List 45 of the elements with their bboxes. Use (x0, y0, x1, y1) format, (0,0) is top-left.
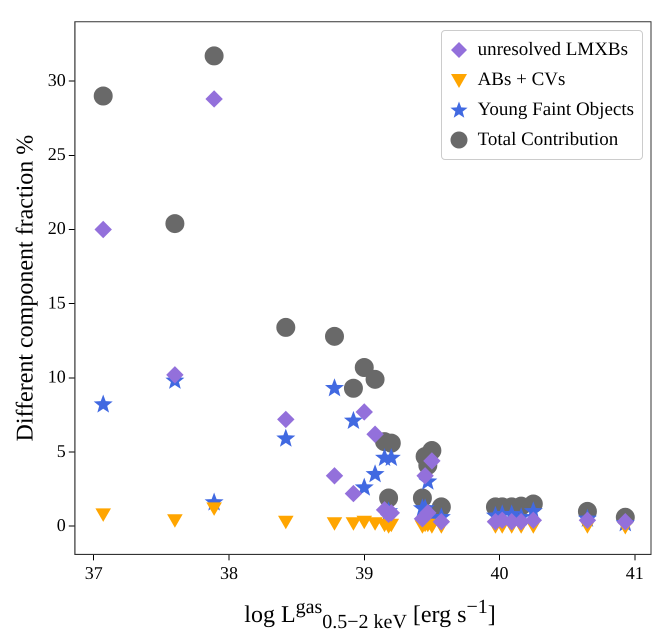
x-tick-label: 38 (220, 562, 238, 583)
y-tick-label: 25 (48, 144, 66, 164)
point (165, 214, 184, 234)
point (324, 326, 344, 346)
x-tick-label: 40 (490, 562, 509, 583)
point (524, 512, 542, 529)
point (344, 410, 363, 429)
y-tick-label: 0 (56, 514, 66, 535)
legend-label: Young Faint Objects (478, 98, 634, 121)
x-tick-label: 39 (355, 562, 374, 583)
point (324, 378, 344, 396)
point (578, 512, 596, 529)
y-axis-title: Different component fraction % (12, 134, 39, 442)
point (94, 221, 112, 238)
x-axis-title: log L$^{gas}$$_{0.5−2 keV}$ [erg s$^{−1}$] (243, 596, 497, 634)
x-tick-label: 37 (84, 562, 103, 583)
point (423, 452, 440, 470)
legend-label: ABs + CVs (478, 68, 566, 91)
legend-label: unresolved LMXBs (478, 38, 628, 61)
point (366, 426, 384, 443)
legend-label: Total Contribution (478, 128, 618, 151)
y-tick-label: 15 (48, 292, 66, 312)
point (344, 485, 362, 502)
point (416, 467, 434, 484)
point (366, 370, 385, 389)
point (166, 366, 184, 384)
point (204, 46, 224, 66)
point (276, 428, 296, 447)
point (277, 410, 294, 428)
y-tick-label: 20 (48, 218, 66, 238)
point (354, 358, 374, 377)
point (276, 318, 296, 337)
x-tick-label: 41 (626, 562, 644, 583)
point (354, 478, 374, 496)
point (94, 86, 113, 106)
point (326, 467, 343, 484)
y-tick-label: 5 (56, 440, 66, 461)
point (94, 394, 113, 413)
point (206, 90, 223, 108)
point (366, 464, 385, 482)
point (344, 378, 363, 398)
y-tick-label: 30 (48, 70, 66, 90)
y-tick-label: 10 (48, 366, 66, 387)
point (356, 403, 373, 420)
point (432, 513, 450, 530)
